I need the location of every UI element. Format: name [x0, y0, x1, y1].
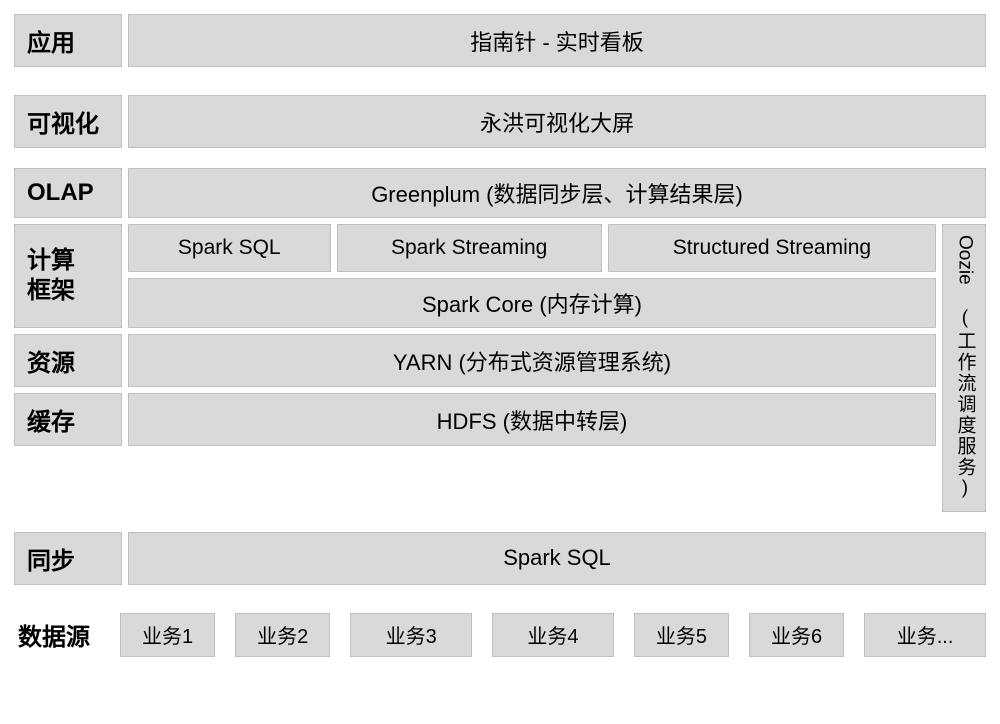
label-compute: 计算 框架 [14, 224, 122, 328]
row-compute: 计算 框架 Spark SQL Spark Streaming Structur… [14, 224, 936, 328]
cell-spark-core: Spark Core (内存计算) [128, 278, 936, 328]
content-viz: 永洪可视化大屏 [128, 95, 986, 148]
ds-item-7: 业务... [864, 613, 986, 657]
ds-item-3: 业务3 [350, 613, 472, 657]
ds-item-2: 业务2 [235, 613, 330, 657]
cell-structured-streaming: Structured Streaming [608, 224, 936, 272]
row-datasource: 数据源 业务1 业务2 业务3 业务4 业务5 业务6 业务... [14, 613, 986, 657]
cell-spark-sql: Spark SQL [128, 224, 331, 272]
row-viz: 可视化 永洪可视化大屏 [14, 95, 986, 148]
cell-spark-streaming: Spark Streaming [337, 224, 602, 272]
row-olap: OLAP Greenplum (数据同步层、计算结果层) [14, 168, 986, 218]
row-cache: 缓存 HDFS (数据中转层) [14, 393, 936, 446]
label-cache: 缓存 [14, 393, 122, 446]
label-olap: OLAP [14, 168, 122, 218]
content-cache: HDFS (数据中转层) [128, 393, 936, 446]
content-sync: Spark SQL [128, 532, 986, 585]
content-olap: Greenplum (数据同步层、计算结果层) [128, 168, 986, 218]
row-sync: 同步 Spark SQL [14, 532, 986, 585]
content-app: 指南针 - 实时看板 [128, 14, 986, 67]
ds-item-5: 业务5 [634, 613, 729, 657]
datasource-items: 业务1 业务2 业务3 业务4 业务5 业务6 业务... [120, 613, 986, 657]
compute-top-row: Spark SQL Spark Streaming Structured Str… [128, 224, 936, 272]
ds-item-4: 业务4 [492, 613, 614, 657]
compute-stack: Spark SQL Spark Streaming Structured Str… [128, 224, 936, 328]
oozie-text: Oozie (工作流调度服务) [954, 235, 975, 501]
middle-block: 计算 框架 Spark SQL Spark Streaming Structur… [14, 224, 986, 512]
label-datasource: 数据源 [14, 613, 110, 657]
ds-item-1: 业务1 [120, 613, 215, 657]
row-app: 应用 指南针 - 实时看板 [14, 14, 986, 67]
label-sync: 同步 [14, 532, 122, 585]
middle-left: 计算 框架 Spark SQL Spark Streaming Structur… [14, 224, 936, 512]
content-resource: YARN (分布式资源管理系统) [128, 334, 936, 387]
cell-oozie: Oozie (工作流调度服务) [942, 224, 986, 512]
label-viz: 可视化 [14, 95, 122, 148]
label-resource: 资源 [14, 334, 122, 387]
ds-item-6: 业务6 [749, 613, 844, 657]
label-app: 应用 [14, 14, 122, 67]
row-resource: 资源 YARN (分布式资源管理系统) [14, 334, 936, 387]
